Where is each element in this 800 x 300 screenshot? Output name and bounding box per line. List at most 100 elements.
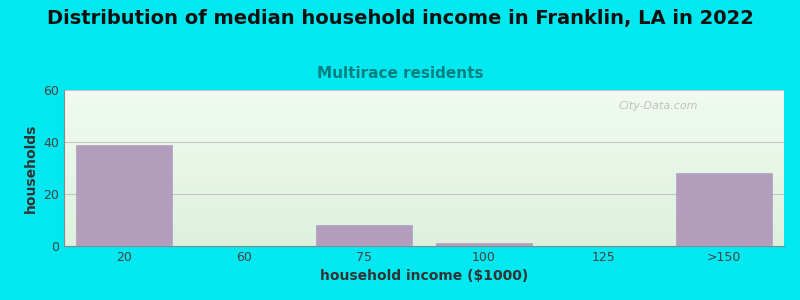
Bar [64, 179, 784, 181]
Bar [64, 146, 784, 148]
Bar [64, 128, 784, 129]
Bar [64, 241, 784, 243]
Bar [64, 208, 784, 210]
Bar [64, 176, 784, 177]
Bar [64, 160, 784, 162]
Bar [64, 162, 784, 163]
Bar [64, 216, 784, 218]
Bar [64, 163, 784, 165]
Bar [64, 151, 784, 152]
Bar [64, 145, 784, 146]
Bar [64, 168, 784, 170]
Bar [64, 134, 784, 135]
Bar [64, 138, 784, 140]
Bar [76, 145, 172, 246]
Bar [64, 198, 784, 199]
Bar [64, 110, 784, 112]
Bar [64, 173, 784, 174]
Bar [64, 244, 784, 246]
X-axis label: household income ($1000): household income ($1000) [320, 269, 528, 284]
Bar [64, 232, 784, 233]
Bar [64, 92, 784, 93]
Bar [64, 226, 784, 227]
Bar [64, 167, 784, 168]
Bar [64, 201, 784, 202]
Bar [64, 220, 784, 221]
Bar [64, 93, 784, 95]
Bar [64, 224, 784, 226]
Bar [64, 118, 784, 120]
Bar [64, 155, 784, 157]
Bar [64, 207, 784, 208]
Bar [676, 173, 772, 246]
Bar [64, 213, 784, 215]
Bar [64, 126, 784, 128]
Bar [64, 148, 784, 149]
Bar [64, 177, 784, 179]
Bar [64, 204, 784, 206]
Bar [64, 196, 784, 198]
Bar [64, 132, 784, 134]
Bar [64, 149, 784, 151]
Bar [64, 238, 784, 240]
Bar [64, 157, 784, 159]
Bar [64, 152, 784, 154]
Bar [64, 185, 784, 187]
Bar [64, 210, 784, 212]
Bar [64, 229, 784, 230]
Bar [64, 230, 784, 232]
Bar [436, 243, 532, 246]
Bar [64, 101, 784, 103]
Text: Multirace residents: Multirace residents [317, 66, 483, 81]
Bar [64, 182, 784, 184]
Bar [64, 206, 784, 207]
Bar [64, 212, 784, 213]
Bar [64, 184, 784, 185]
Bar [64, 243, 784, 244]
Bar [64, 123, 784, 124]
Bar [64, 121, 784, 123]
Bar [64, 124, 784, 126]
Bar [64, 221, 784, 223]
Bar [64, 171, 784, 173]
Bar [64, 190, 784, 191]
Bar [64, 95, 784, 96]
Bar [64, 199, 784, 201]
Bar [64, 98, 784, 99]
Bar [64, 240, 784, 241]
Bar [64, 235, 784, 237]
Bar [64, 140, 784, 142]
Bar [64, 215, 784, 216]
Bar [64, 116, 784, 118]
Bar [64, 159, 784, 160]
Bar [64, 143, 784, 145]
Text: Distribution of median household income in Franklin, LA in 2022: Distribution of median household income … [46, 9, 754, 28]
Bar [64, 237, 784, 238]
Bar [64, 233, 784, 235]
Bar [64, 109, 784, 110]
Bar [64, 106, 784, 107]
Bar [64, 137, 784, 138]
Bar [64, 169, 784, 171]
Bar [64, 223, 784, 224]
Bar [64, 218, 784, 220]
Bar [64, 174, 784, 176]
Bar [64, 193, 784, 194]
Bar [64, 181, 784, 182]
Bar [64, 154, 784, 155]
Bar [64, 120, 784, 121]
Bar [64, 103, 784, 104]
Bar [64, 104, 784, 106]
Bar [316, 225, 412, 246]
Bar [64, 130, 784, 132]
Y-axis label: households: households [24, 123, 38, 213]
Bar [64, 187, 784, 188]
Bar [64, 135, 784, 137]
Bar [64, 112, 784, 113]
Bar [64, 227, 784, 229]
Bar [64, 165, 784, 166]
Text: City-Data.com: City-Data.com [618, 101, 698, 111]
Bar [64, 107, 784, 109]
Bar [64, 99, 784, 101]
Bar [64, 142, 784, 143]
